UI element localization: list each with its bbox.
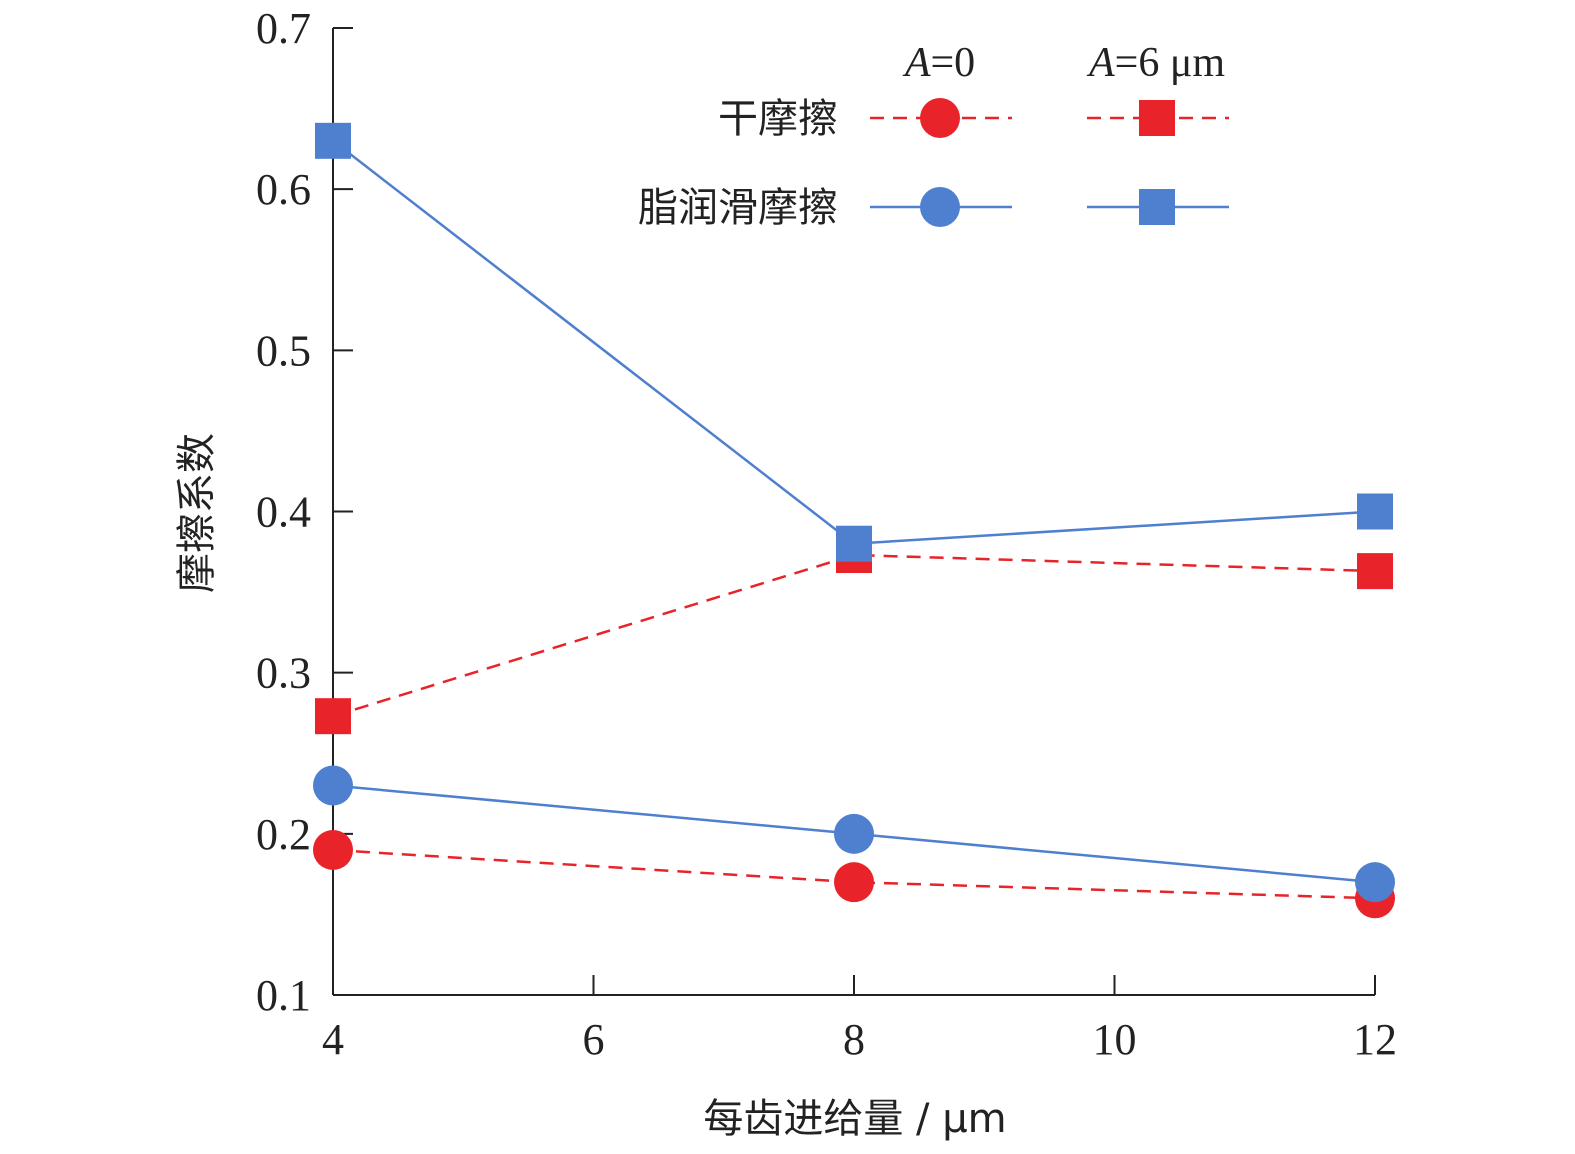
data-point-circle bbox=[834, 813, 874, 854]
x-tick-label: 12 bbox=[1353, 1015, 1397, 1064]
legend-row-label: 脂润滑摩擦 bbox=[638, 185, 838, 231]
data-point-square bbox=[1357, 553, 1393, 590]
legend-entry bbox=[870, 187, 1012, 227]
legend-marker-circle bbox=[920, 98, 960, 138]
legend-column-header: A=6 μm bbox=[1086, 40, 1225, 86]
legend-entry bbox=[1087, 189, 1229, 225]
legend-marker-square bbox=[1139, 100, 1175, 136]
legend-column-header: A=0 bbox=[902, 40, 975, 86]
x-tick-label: 4 bbox=[322, 1015, 344, 1064]
legend-marker-circle bbox=[920, 187, 960, 227]
data-point-square bbox=[315, 698, 351, 735]
x-tick-label: 10 bbox=[1093, 1015, 1137, 1064]
x-tick-label: 6 bbox=[583, 1015, 605, 1064]
legend-row-label: 干摩擦 bbox=[718, 96, 838, 142]
series-line bbox=[332, 848, 1376, 900]
data-point-circle bbox=[1355, 862, 1395, 903]
x-tick-label: 8 bbox=[843, 1015, 865, 1064]
series-line bbox=[332, 139, 1376, 545]
y-tick-label: 0.6 bbox=[256, 165, 311, 214]
data-point-square bbox=[1357, 493, 1393, 530]
series-2 bbox=[315, 537, 1393, 735]
y-axis-title: 摩擦系数 bbox=[174, 433, 220, 593]
series-line bbox=[332, 553, 1376, 718]
data-point-circle bbox=[834, 862, 874, 903]
data-point-square bbox=[315, 122, 351, 159]
legend-marker-square bbox=[1139, 189, 1175, 225]
y-tick-label: 0.7 bbox=[256, 4, 311, 53]
legend-entry bbox=[1087, 100, 1229, 136]
series-3 bbox=[313, 765, 1395, 903]
data-point-square bbox=[836, 525, 872, 562]
data-point-circle bbox=[313, 829, 353, 870]
series-4 bbox=[315, 122, 1393, 562]
x-axis-title: 每齿进给量 / μm bbox=[703, 1096, 1006, 1142]
y-tick-label: 0.1 bbox=[256, 971, 311, 1020]
y-tick-label: 0.5 bbox=[256, 326, 311, 375]
series-layer bbox=[313, 122, 1395, 919]
y-tick-label: 0.4 bbox=[256, 488, 311, 537]
data-point-circle bbox=[313, 765, 353, 806]
legend-entry bbox=[870, 98, 1012, 138]
y-tick-label: 0.3 bbox=[256, 649, 311, 698]
axes: 0.1 0.2 0.3 0.4 0.5 0.6 0.7 4 6 8 10 12 bbox=[256, 4, 1397, 1064]
y-tick-label: 0.2 bbox=[256, 810, 311, 859]
